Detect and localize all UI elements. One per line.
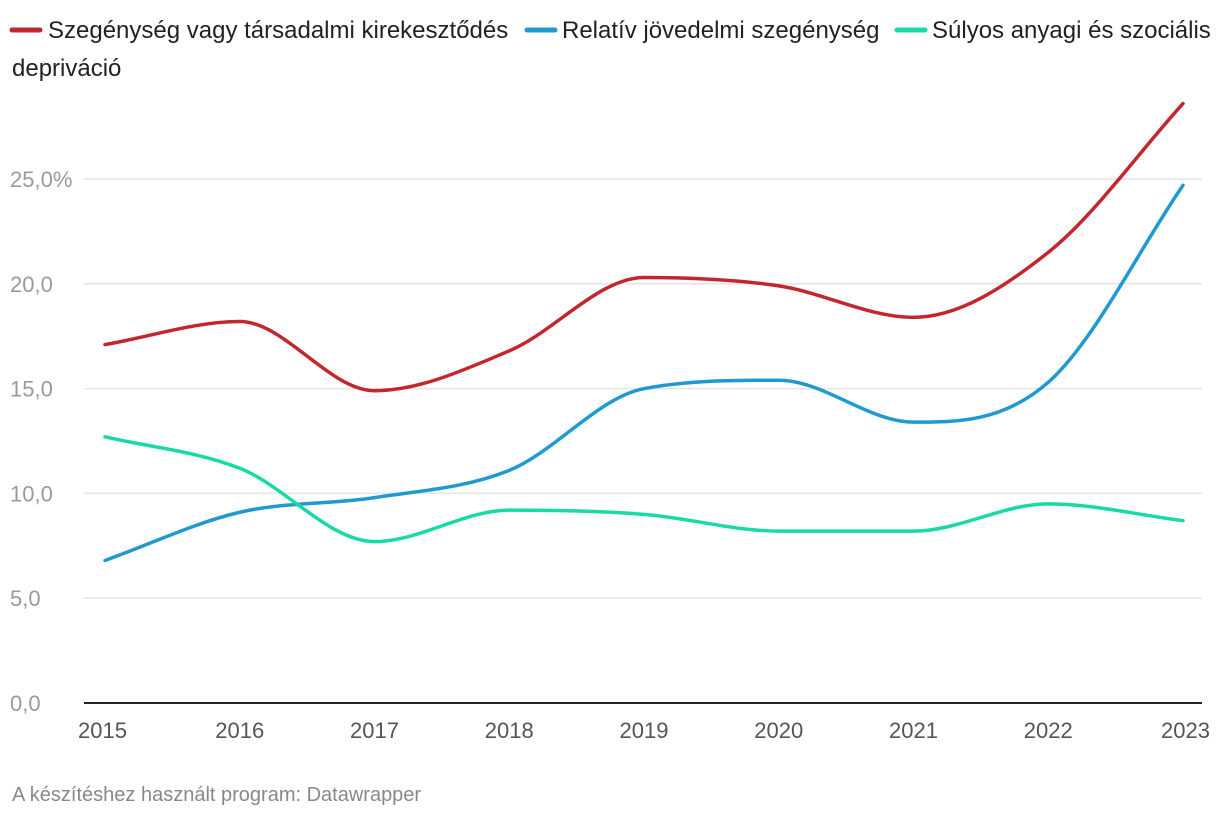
y-tick-label: 10,0 (10, 481, 53, 506)
legend-label-poverty-exclusion: Szegénység vagy társadalmi kirekesztődés (48, 17, 508, 44)
x-tick-label: 2015 (78, 718, 127, 743)
y-tick-label: 5,0 (10, 586, 41, 611)
series-line-relative-income-poverty (103, 183, 1185, 563)
x-tick-label: 2021 (889, 718, 938, 743)
series-line-severe-deprivation (103, 435, 1185, 544)
legend-item-severe-deprivation: Súlyos anyagi és szociális depriváció (12, 17, 1211, 82)
x-axis-ticks: 2015 2016 2017 2018 2019 2020 2021 2022 2023 (78, 718, 1210, 743)
series-line-poverty-exclusion (103, 101, 1185, 393)
legend-item-relative-income-poverty: Relatív jövedelmi szegénység (524, 17, 880, 44)
legend-label-severe-deprivation: Súlyos anyagi és szociális (932, 17, 1211, 44)
legend-item-poverty-exclusion: Szegénység vagy társadalmi kirekesztődés (9, 17, 508, 44)
y-tick-label: 25,0% (10, 167, 72, 192)
x-tick-label: 2016 (215, 718, 264, 743)
x-tick-label: 2022 (1024, 718, 1073, 743)
x-tick-label: 2019 (620, 718, 669, 743)
y-tick-label: 15,0 (10, 377, 53, 402)
x-tick-label: 2017 (350, 718, 399, 743)
x-tick-label: 2023 (1161, 718, 1210, 743)
gridlines (84, 178, 1202, 704)
x-tick-label: 2018 (485, 718, 534, 743)
y-tick-label: 0,0 (10, 691, 41, 716)
y-tick-label: 20,0 (10, 272, 53, 297)
series-lines (103, 101, 1185, 563)
legend-label-relative-income-poverty: Relatív jövedelmi szegénység (562, 17, 880, 44)
footer-credit: A készítéshez használt program: Datawrap… (12, 784, 422, 806)
legend-label-severe-deprivation-cont: depriváció (12, 55, 121, 82)
legend: Szegénység vagy társadalmi kirekesztődés… (9, 17, 1211, 82)
x-tick-label: 2020 (754, 718, 803, 743)
y-axis-ticks: 0,0 5,0 10,0 15,0 20,0 25,0% (10, 167, 72, 716)
